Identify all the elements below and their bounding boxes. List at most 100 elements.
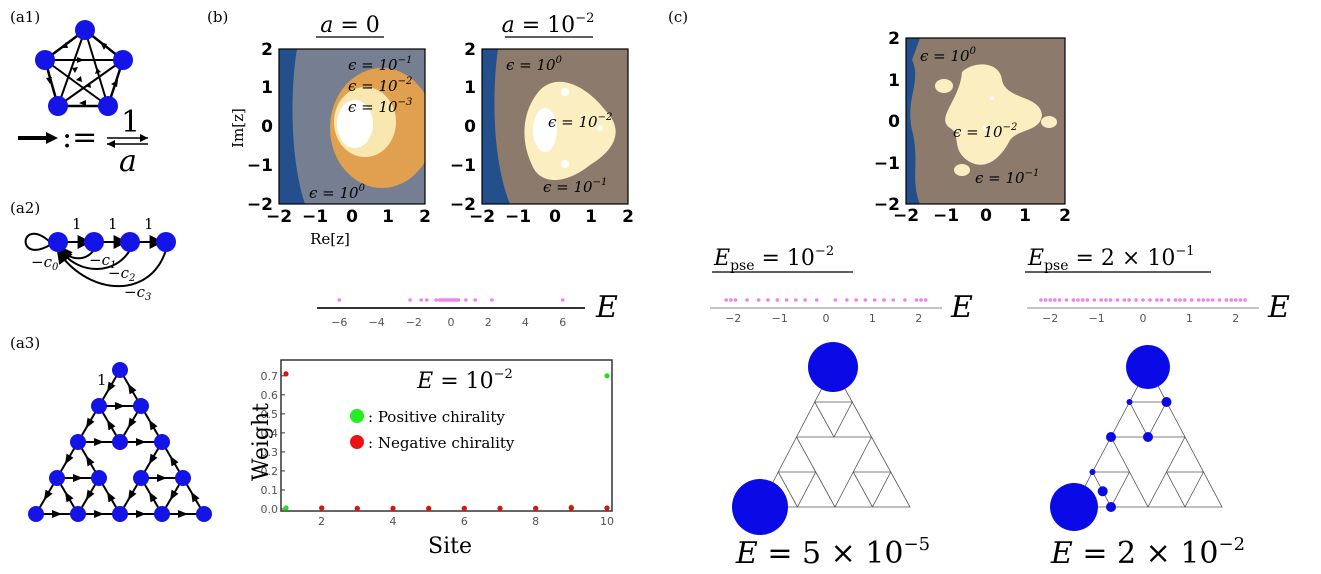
eigenvalue-point [1115,298,1120,302]
eigenvalue-point [1108,298,1113,302]
eigenvalue-point [1155,298,1159,302]
edge-arrow [94,510,104,518]
eigenvalue-point [745,298,749,302]
sierpinski-state-left [732,342,911,535]
spectrum-title: Epse = 2 × 10−1 [1027,244,1195,274]
y-tick-label: 0.2 [261,465,279,478]
amplitude-dot [1126,345,1170,389]
eigenvalue-point [1064,298,1069,302]
edge-arrow [85,489,95,501]
sierpinski-cell [777,436,817,473]
y-tick: 2 [261,40,273,60]
eigenvalue-point [560,298,565,302]
eigenvalue-point [1039,298,1043,302]
amplitude-dot [732,479,788,535]
eigenvalue-point [1099,298,1103,302]
sierpinski-cell [1184,471,1223,508]
spectrum-tick: 4 [522,316,529,329]
eigenvalue-point [1210,298,1215,302]
spectrum-tick: −2 [1042,312,1058,325]
sierpinski-cell [1147,471,1186,508]
chain-edge-label: 1 [108,215,118,233]
sierpinski-cell [1165,436,1205,473]
eigenvalue-point [1085,298,1090,302]
weight-point [319,505,325,511]
spectrum-title: Epse = 10−2 [713,244,834,274]
eigenvalue-point [724,298,728,302]
y-tick-label: 0.1 [261,484,279,497]
amplitude-dot [808,342,858,392]
eigenvalue-point [891,298,896,302]
y-tick: 1 [261,78,273,98]
eigenvalue-point [1134,298,1138,302]
graph-node [91,470,107,486]
graph-node [154,506,170,522]
coeff-c1: −c1 [89,251,116,271]
contour-level-label: ϵ = 10−3 [348,97,412,116]
chain-edge-label: 1 [72,215,82,233]
x-tick: −1 [505,207,531,227]
eigenvalue-point [1043,298,1048,302]
y-tick-label: 0.3 [261,446,279,459]
eigenvalue-point [733,298,738,302]
panel-label-a1: (a1) [10,8,40,26]
edge-arrow [157,474,167,482]
legend-numerator: 1 [121,105,140,140]
panel-label-c: (c) [668,8,688,26]
chain-graph [24,232,176,287]
eigenvalue-point [1189,298,1194,302]
eigenvalue-point [1080,298,1085,302]
contour-level-label: ϵ = 10−1 [975,168,1039,187]
eigenvalue-point [1183,298,1187,302]
eigenvalue-point [464,298,468,302]
panel-label-a3: (a3) [10,334,40,352]
y-tick-label: 0.0 [261,503,279,516]
x-tick: 0 [549,207,561,227]
edge-arrow [136,510,146,518]
x-axis-label: Re[z] [310,230,350,248]
eigenvalue-point [863,298,868,302]
spectrum-tick: 1 [869,312,876,325]
eigenvalue-point [1148,298,1152,302]
legend-operator: := [62,120,97,155]
amplitude-dot [1050,483,1098,531]
eigenvalue-point [1166,298,1171,302]
eigenvalue-point [337,298,342,302]
contour-plot-a0 [278,48,426,205]
x-tick-label: 2 [318,515,325,528]
y-tick: −2 [874,195,900,215]
edge-arrow [64,491,74,503]
eigenvalue-point [872,298,877,302]
x-tick: −2 [469,207,495,227]
edge-arrow [43,489,53,501]
sierpinski-state-right [1050,345,1223,531]
eigenvalue-point [882,298,886,302]
edge-arrow [148,491,158,503]
eigenvalue-point [794,298,798,302]
spectrum-tick: −1 [1088,312,1104,325]
eigenvalue-point [1104,298,1108,302]
spectrum-b: −6 −4 −2 0 2 4 6 [317,298,585,329]
sierpinski-cell [796,471,836,508]
x-tick: −1 [933,206,959,226]
contour-level-label: ϵ = 10−2 [348,76,412,95]
eigenvalue-point [1141,298,1145,302]
y-tick-label: 0.6 [261,389,279,402]
contour-title: a = 10−2 [502,11,595,38]
x-tick: 1 [382,207,394,227]
eigenvalue-point [1238,298,1243,302]
edge-arrow [106,381,116,393]
amplitude-dot [1143,432,1153,442]
eigenvalue-point [1229,298,1233,302]
weight-plot-frame [280,359,613,512]
edge-arrow [73,474,83,482]
coeff-c2: −c2 [108,264,135,284]
eigenvalue-point [473,298,478,302]
y-tick: 1 [888,71,900,91]
chain-edge-label: 1 [144,215,154,233]
spectrum-tick: −2 [725,312,741,325]
edge-arrow [115,402,125,410]
graph-node [133,470,149,486]
eigenvalue-point [1173,298,1178,302]
edge-arrow [148,419,158,431]
